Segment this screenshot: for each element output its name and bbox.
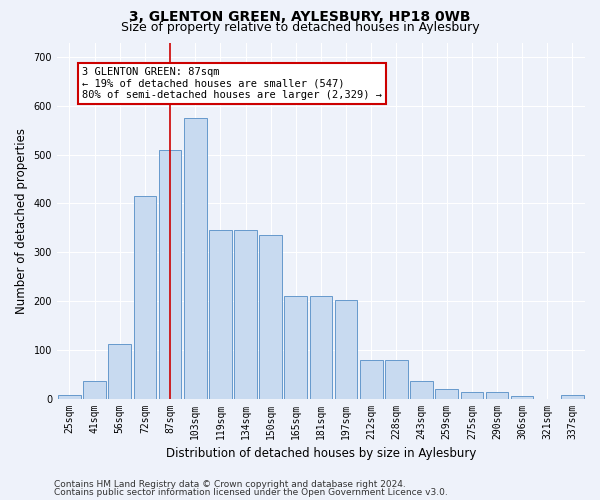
Bar [485, 392, 508, 398]
Bar [83, 382, 106, 398]
Bar [360, 360, 383, 399]
Bar [159, 150, 181, 398]
Bar [284, 296, 307, 398]
Bar [561, 394, 584, 398]
Bar [58, 394, 81, 398]
Bar [134, 196, 156, 398]
Bar [410, 382, 433, 398]
Text: Size of property relative to detached houses in Aylesbury: Size of property relative to detached ho… [121, 21, 479, 34]
Bar [184, 118, 206, 398]
Bar [385, 360, 408, 399]
Text: 3, GLENTON GREEN, AYLESBURY, HP18 0WB: 3, GLENTON GREEN, AYLESBURY, HP18 0WB [129, 10, 471, 24]
Bar [109, 344, 131, 399]
Bar [461, 392, 483, 398]
Bar [259, 235, 282, 398]
Bar [335, 300, 358, 398]
X-axis label: Distribution of detached houses by size in Aylesbury: Distribution of detached houses by size … [166, 447, 476, 460]
Text: 3 GLENTON GREEN: 87sqm
← 19% of detached houses are smaller (547)
80% of semi-de: 3 GLENTON GREEN: 87sqm ← 19% of detached… [82, 67, 382, 100]
Bar [234, 230, 257, 398]
Bar [511, 396, 533, 398]
Y-axis label: Number of detached properties: Number of detached properties [15, 128, 28, 314]
Bar [310, 296, 332, 398]
Bar [436, 389, 458, 398]
Text: Contains HM Land Registry data © Crown copyright and database right 2024.: Contains HM Land Registry data © Crown c… [54, 480, 406, 489]
Bar [209, 230, 232, 398]
Text: Contains public sector information licensed under the Open Government Licence v3: Contains public sector information licen… [54, 488, 448, 497]
